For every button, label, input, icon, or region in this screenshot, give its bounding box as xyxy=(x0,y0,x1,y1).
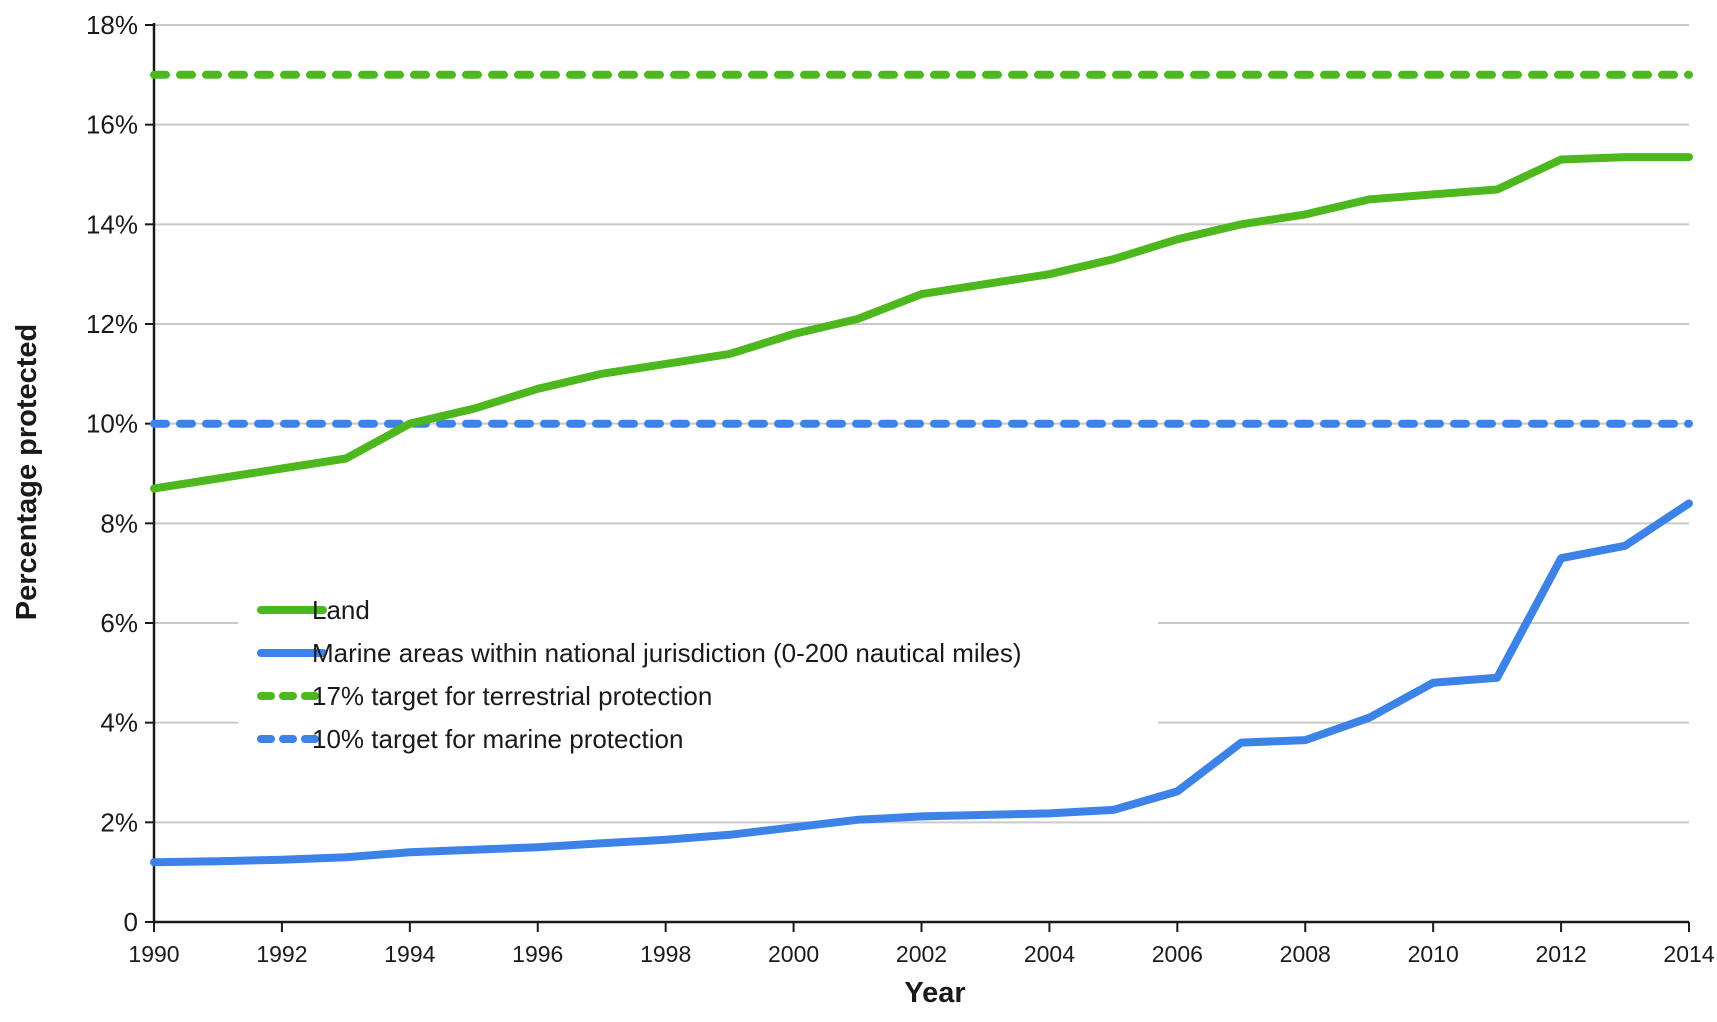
y-tick-label: 18% xyxy=(86,10,138,40)
x-tick-label: 1994 xyxy=(384,941,435,967)
y-tick-label: 12% xyxy=(86,309,138,339)
legend-background xyxy=(238,578,1158,760)
y-tick-label: 10% xyxy=(86,409,138,439)
x-tick-label: 2010 xyxy=(1408,941,1459,967)
y-tick-label: 6% xyxy=(100,608,138,638)
x-tick-label: 2014 xyxy=(1663,941,1714,967)
y-axis-title: Percentage protected xyxy=(11,324,43,621)
y-tick-label: 14% xyxy=(86,209,138,239)
legend-label-10-target-for-marine-protection: 10% target for marine protection xyxy=(312,724,683,754)
x-tick-label: 2004 xyxy=(1024,941,1075,967)
y-tick-label: 4% xyxy=(100,708,138,738)
y-tick-label: 8% xyxy=(100,508,138,538)
x-tick-label: 1992 xyxy=(256,941,307,967)
x-tick-label: 2002 xyxy=(896,941,947,967)
x-axis-title: Year xyxy=(904,977,965,1009)
series-line-marine-areas-within-national-jurisdictio xyxy=(150,499,1693,867)
legend-label-land: Land xyxy=(312,595,370,625)
y-tick-label: 0 xyxy=(124,907,138,937)
axes: 0 2% 4% 6% 8% 10% 12% 14% 16% 18% 1990 1992 1994 1996… xyxy=(86,10,1715,967)
x-tick-label: 2006 xyxy=(1152,941,1203,967)
x-tick-label: 2000 xyxy=(768,941,819,967)
y-tick-label: 16% xyxy=(86,110,138,140)
x-tick-label: 2012 xyxy=(1535,941,1586,967)
y-tick-label: 2% xyxy=(100,807,138,837)
legend-label-17-target-for-terrestrial-protection: 17% target for terrestrial protection xyxy=(312,681,712,711)
x-tick-label: 1996 xyxy=(512,941,563,967)
series-lines xyxy=(150,70,1693,867)
series-line-land xyxy=(150,153,1693,493)
legend-label-marine-areas-within-national-jurisdictio: Marine areas within national jurisdictio… xyxy=(312,638,1022,668)
x-tick-label: 1998 xyxy=(640,941,691,967)
x-tick-label: 1990 xyxy=(128,941,179,967)
x-tick-label: 2008 xyxy=(1280,941,1331,967)
legend: Land Marine areas within national jurisdi… xyxy=(238,578,1158,760)
